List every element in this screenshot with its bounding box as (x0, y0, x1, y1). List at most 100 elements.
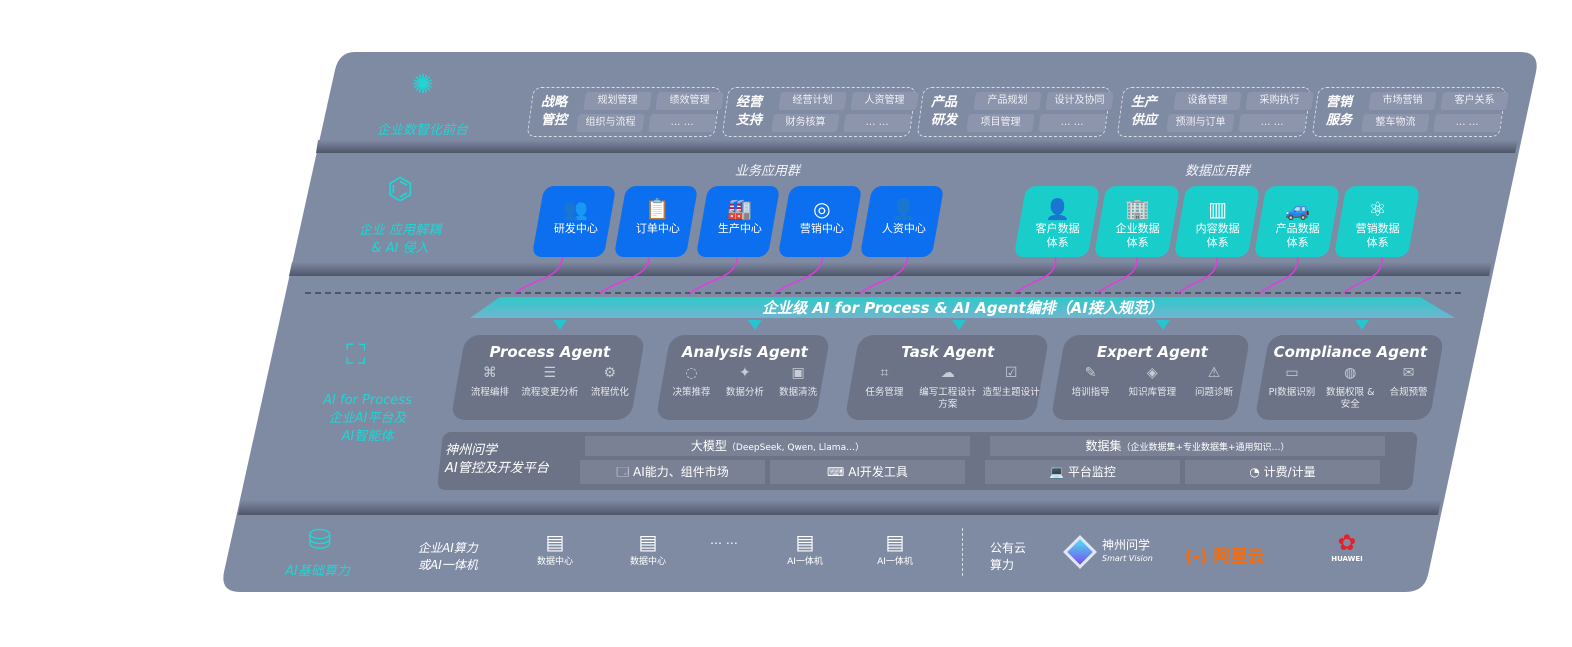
layer3-label-line1: AI for Process (323, 393, 412, 408)
agent-card[interactable]: Process Agent ⌘ 流程编排 ☰ 流程变更分析 ⚙ 流程优化 (450, 335, 646, 420)
capability-label: 决策推荐 (672, 387, 711, 398)
dataset-label: 数据集 (1085, 439, 1122, 453)
layer2-label-line1: 企业 应用解耦 (358, 223, 442, 238)
layer4-label: AI基础算力 (285, 564, 350, 579)
layer3-label-line2: 企业AI平台及 (328, 411, 407, 426)
module-chip-label: 整车物流 (1375, 117, 1416, 128)
agent-card[interactable]: Expert Agent ✎ 培训指导 ◈ 知识库管理 ⚠ 问题诊断 (1050, 335, 1251, 420)
module-chip[interactable]: 预测与订单 (1166, 114, 1235, 132)
module-chip[interactable]: 规划管理 (583, 92, 652, 110)
cloud-design-icon: ☁ (940, 365, 955, 381)
module-chip[interactable]: 设备管理 (1173, 92, 1242, 110)
module-chip-label: 设备管理 (1187, 95, 1228, 106)
data-tile[interactable]: 🚙 产品数据 体系 (1253, 186, 1341, 257)
group-4: 营销服务 市场营销 客户关系整车物流 … … (1311, 87, 1509, 137)
agent-capability: ✉ 合规预警 (1380, 365, 1438, 411)
module-chip[interactable]: … … (648, 114, 717, 132)
module-chip-label: 市场营销 (1382, 95, 1423, 106)
module-chip[interactable]: 客户关系 (1440, 92, 1509, 110)
aliyun-bracket-icon: (-) (1185, 547, 1214, 567)
layer3-label: AI for Process 企业AI平台及 AI智能体 (300, 392, 435, 446)
tile-label-line1: 客户数据 (1035, 222, 1080, 235)
orchestration-band: 企业级 AI for Process & AI Agent编排（AI接入规范） (762, 299, 1163, 317)
module-chip-label: … … (1455, 117, 1480, 128)
monitor-icon: 💻 (1049, 465, 1068, 479)
factory-icon: 🏭 (727, 197, 753, 221)
tile-label: 人资中心 (881, 222, 926, 235)
data-tile[interactable]: ⚛ 营销数据 体系 (1333, 186, 1421, 257)
tile-label-line2: 体系 (1206, 236, 1229, 249)
module-chip[interactable]: 财务核算 (771, 114, 840, 132)
capability-label: 任务管理 (865, 387, 904, 398)
group-2: 产品研发 产品规划 设计及协同 项目管理 … … (916, 87, 1114, 137)
data-tile[interactable]: 👤 客户数据 体系 (1013, 186, 1101, 257)
module-chip[interactable]: 市场营销 (1368, 92, 1437, 110)
module-chip-label: 项目管理 (980, 117, 1021, 128)
module-chip[interactable]: 整车物流 (1361, 114, 1430, 132)
business-tile[interactable]: 🏭 生产中心 (695, 186, 781, 257)
business-tile[interactable]: 📋 订单中心 (613, 186, 699, 257)
platform-title: 神州问学 AI管控及开发平台 (445, 442, 549, 478)
tile-label-line1: 产品数据 (1275, 222, 1320, 235)
tile-label-line1: 营销数据 (1355, 222, 1400, 235)
module-chip-label: 采购执行 (1259, 95, 1300, 106)
module-chip[interactable]: 人资管理 (850, 92, 919, 110)
ellipsis: … … (710, 533, 738, 547)
module-chip-label: 财务核算 (785, 117, 826, 128)
capability-label: 培训指导 (1071, 387, 1110, 398)
data-tile[interactable]: 🏢 企业数据 体系 (1093, 186, 1181, 257)
molecule-icon: ⌬ (387, 172, 414, 207)
public-line1: 公有云 (990, 541, 1027, 555)
books-icon: ▥ (1208, 197, 1228, 221)
design-check-icon: ☑ (1004, 365, 1018, 381)
module-chip[interactable]: 采购执行 (1245, 92, 1314, 110)
module-chip[interactable]: 绩效管理 (655, 92, 724, 110)
module-chip[interactable]: … … (1433, 114, 1502, 132)
group-title: 营销服务 (1326, 94, 1356, 130)
agent-card[interactable]: Compliance Agent ▭ PI数据识别 ◍ 数据权限 & 安全 ✉ 合规预警 (1254, 335, 1445, 420)
tile-label: 生产中心 (717, 222, 762, 235)
layer1-label: 企业数智化前台 (376, 123, 468, 138)
model-note: （DeepSeek, Qwen, Llama…） (726, 443, 865, 453)
tile-label-line2: 体系 (1286, 236, 1309, 249)
tile-label: 营销中心 (799, 222, 844, 235)
decision-icon: ◌ (685, 365, 698, 381)
target-icon: ◎ (813, 197, 831, 221)
module-chip-label: 规划管理 (597, 95, 638, 106)
dataset-bar: 数据集（企业数据集+专业数据集+通用知识…） (990, 436, 1385, 456)
module-chip-label: 预测与订单 (1175, 117, 1226, 128)
business-group-title: 业务应用群 (735, 164, 801, 179)
business-tile[interactable]: ◎ 营销中心 (777, 186, 863, 257)
module-chip[interactable]: 项目管理 (966, 114, 1035, 132)
huawei-logo: ✿ HUAWEI (1322, 533, 1372, 564)
agent-card[interactable]: Task Agent ⌗ 任务管理 ☁ 编写工程设计方案 ☑ 造型主题设计 (844, 335, 1050, 420)
cleanse-icon: ▣ (791, 365, 805, 381)
server-label: AI一体机 (877, 557, 913, 567)
agent-capability: ☑ 造型主题设计 (980, 365, 1043, 411)
data-group-title: 数据应用群 (1185, 164, 1251, 179)
capability-label: 造型主题设计 (982, 387, 1040, 398)
training-icon: ✎ (1084, 365, 1097, 381)
agent-capability: ✦ 数据分析 (718, 365, 771, 399)
clipboard-icon: 📋 (645, 197, 671, 221)
agent-card[interactable]: Analysis Agent ◌ 决策推荐 ✦ 数据分析 ▣ 数据清洗 (655, 335, 831, 420)
module-chip[interactable]: … … (1038, 114, 1107, 132)
module-chip[interactable]: 产品规划 (973, 92, 1042, 110)
tile-label-line1: 企业数据 (1115, 222, 1160, 235)
agent-capability: ▣ 数据清洗 (772, 365, 825, 399)
module-chip[interactable]: 经营计划 (778, 92, 847, 110)
module-chip[interactable]: 设计及协同 (1045, 92, 1114, 110)
data-tile[interactable]: ▥ 内容数据 体系 (1173, 186, 1261, 257)
module-chip[interactable]: … … (843, 114, 912, 132)
business-tile[interactable]: 👥 研发中心 (531, 186, 617, 257)
analysis-icon: ✦ (738, 365, 751, 381)
business-tile[interactable]: 👤 人资中心 (859, 186, 945, 257)
module-chip-label: 绩效管理 (669, 95, 710, 106)
module-chip[interactable]: … … (1238, 114, 1307, 132)
capability-label: 数据清洗 (779, 387, 818, 398)
agent-capability: ◍ 数据权限 & 安全 (1321, 365, 1379, 411)
capability-label: 流程编排 (470, 387, 509, 398)
capability-label: 合规预警 (1389, 387, 1428, 398)
module-chip[interactable]: 组织与流程 (576, 114, 645, 132)
server-icon: ▤ (638, 530, 658, 554)
